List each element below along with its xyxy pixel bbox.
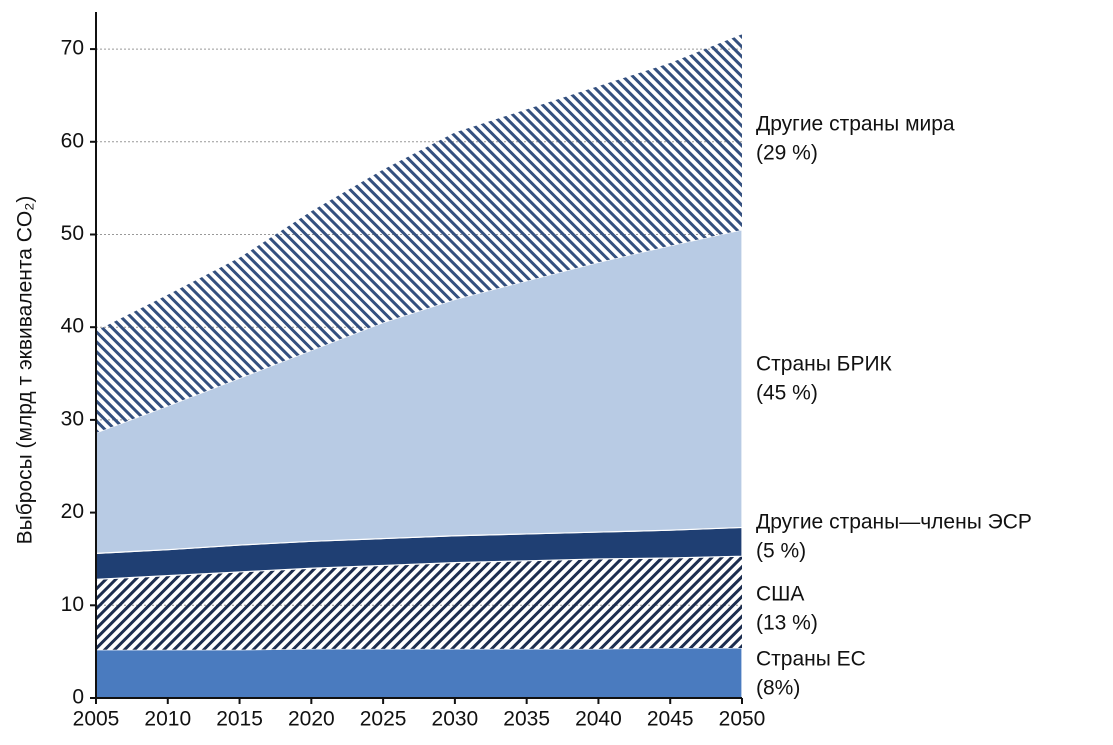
x-tick-label: 2050: [719, 708, 766, 731]
y-tick-label: 20: [61, 500, 84, 523]
series-share: (8%): [756, 677, 800, 700]
x-tick-label: 2005: [73, 708, 120, 731]
area: [96, 34, 742, 433]
y-tick-label: 60: [61, 129, 84, 152]
series-share: (45 %): [756, 382, 818, 405]
y-tick-label: 40: [61, 315, 84, 338]
series-label: Страны ЕС: [756, 648, 866, 671]
y-axis-label: Выбросы (млрд т эквивалента CO₂): [14, 196, 37, 545]
series-label: Страны БРИК: [756, 353, 893, 376]
area: [96, 556, 742, 650]
y-tick-label: 10: [61, 593, 84, 616]
x-tick-label: 2035: [503, 708, 550, 731]
x-tick-label: 2030: [432, 708, 479, 731]
series-share: (29 %): [756, 142, 818, 165]
x-tick-label: 2015: [216, 708, 263, 731]
x-tick-label: 2040: [575, 708, 622, 731]
x-tick-label: 2020: [288, 708, 335, 731]
series-label: США: [756, 583, 804, 606]
series-share: (5 %): [756, 540, 806, 563]
x-tick-label: 2045: [647, 708, 694, 731]
series-label: Другие страны—члены ЭСР: [756, 511, 1032, 534]
x-tick-label: 2010: [144, 708, 191, 731]
series-label: Другие страны мира: [756, 113, 955, 136]
series-share: (13 %): [756, 612, 818, 635]
area: [95, 647, 743, 699]
x-tick-label: 2025: [360, 708, 407, 731]
y-tick-label: 70: [61, 37, 84, 60]
y-tick-label: 30: [61, 407, 84, 430]
y-tick-label: 50: [61, 222, 84, 245]
y-tick-label: 0: [72, 686, 84, 709]
